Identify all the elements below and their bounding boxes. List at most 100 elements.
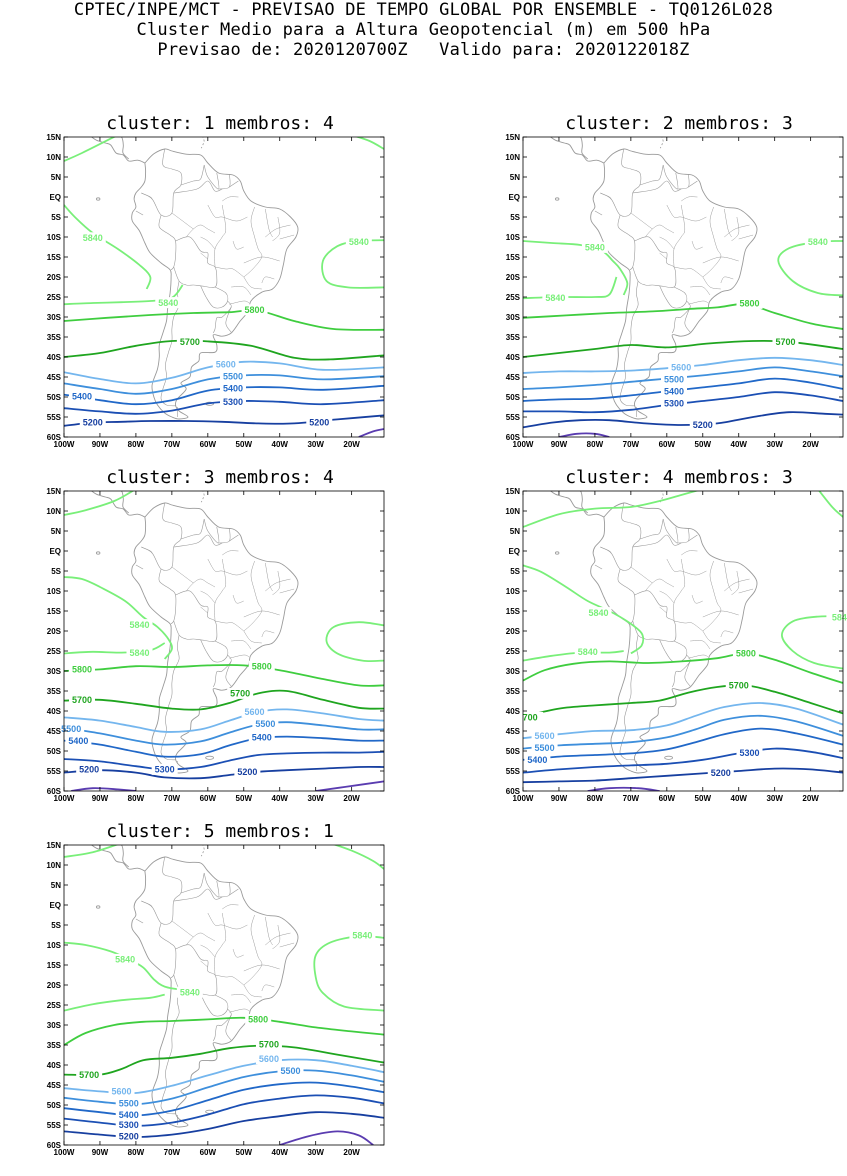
country-border <box>141 148 183 217</box>
x-tick-label: 40W <box>731 440 748 449</box>
state-border <box>659 606 667 614</box>
y-tick-label: 30S <box>506 667 521 676</box>
y-tick-label: 35S <box>47 687 62 696</box>
state-border <box>229 300 250 305</box>
y-tick-label: 10N <box>505 507 520 516</box>
x-tick-label: 50W <box>236 440 253 449</box>
state-border <box>272 216 281 242</box>
y-tick-label: 15S <box>506 607 521 616</box>
y-tick-label: 15N <box>46 487 61 496</box>
state-border <box>243 560 263 632</box>
antilles-islands <box>200 845 205 857</box>
state-border <box>231 286 252 296</box>
contour-label-5300: 5300 <box>664 399 684 409</box>
y-tick-label: 25S <box>506 647 521 656</box>
contour-label-bg <box>732 647 759 659</box>
state-border <box>731 216 740 242</box>
y-tick-label: 45S <box>506 727 521 736</box>
y-tick-label: 15S <box>47 961 62 970</box>
country-border <box>135 210 144 216</box>
contour-label-bg <box>248 660 275 672</box>
country-border <box>600 192 612 200</box>
contour-5300 <box>64 1094 384 1127</box>
x-tick-label: 60W <box>200 440 217 449</box>
contour-label-bg <box>155 297 182 309</box>
contour-label-5400: 5400 <box>252 733 272 743</box>
state-border <box>200 944 216 958</box>
country-border <box>671 654 691 688</box>
contour-label-bg <box>234 766 261 778</box>
contour-5300 <box>523 747 843 774</box>
contour-5840 <box>780 615 843 670</box>
contour-5840 <box>64 284 184 306</box>
antilles-islands <box>200 137 205 149</box>
contour-label-5600: 5600 <box>216 359 236 369</box>
country-border <box>135 918 144 924</box>
state-border <box>681 550 698 556</box>
panel-title: cluster: 4 membros: 3 <box>565 467 793 488</box>
contour-label-5300: 5300 <box>740 748 760 758</box>
country-border <box>173 888 223 902</box>
y-tick-label: 5N <box>510 527 520 536</box>
y-tick-label: 40S <box>47 707 62 716</box>
state-border <box>207 204 248 222</box>
contour-5400 <box>523 727 843 761</box>
country-border <box>141 546 153 554</box>
contour-label-5200: 5200 <box>119 1131 139 1141</box>
map-plot: 5840 5840 5840 5800 5700 5600 5500 5400 5300 5200… <box>505 133 844 449</box>
y-tick-label: EQ <box>508 193 520 202</box>
y-tick-label: 35S <box>506 687 521 696</box>
state-border <box>265 208 273 238</box>
state-border <box>690 640 711 650</box>
x-tick-label: 100W <box>513 794 534 803</box>
x-tick-label: 40W <box>272 794 289 803</box>
contour-label-5400: 5400 <box>68 736 88 746</box>
country-border <box>180 872 205 894</box>
contour-label-bg <box>76 763 103 775</box>
contour-5500 <box>64 373 384 395</box>
x-tick-label: 70W <box>164 1148 181 1157</box>
contour-label-5700: 5700 <box>230 689 250 699</box>
header-line-3: Previsao de: 2020120700Z Valido para: 20… <box>157 40 690 60</box>
contour-label-bg <box>517 711 544 723</box>
cluster-panel-2: cluster: 2 membros: 3 5840 5840 5840 5800 57… <box>479 113 847 449</box>
map-plot: 5840 5840 584 5800 5700 700 5600 5500 5400 5300 52… <box>505 487 847 803</box>
state-border <box>200 590 216 604</box>
contour-label-bg <box>219 370 246 382</box>
y-tick-label: 25S <box>506 293 521 302</box>
state-border <box>265 224 291 238</box>
contour-5840 <box>523 240 629 296</box>
y-tick-label: 45S <box>47 727 62 736</box>
panel-title: cluster: 5 membros: 1 <box>106 821 334 842</box>
contour-5100 <box>358 428 384 437</box>
contour-5100 <box>279 1130 374 1145</box>
galapagos-islands <box>95 905 101 909</box>
state-border <box>200 236 216 250</box>
contour-label-5800: 5800 <box>248 1015 268 1025</box>
x-tick-label: 20W <box>343 440 360 449</box>
country-border <box>225 306 232 333</box>
y-tick-label: 5N <box>51 173 61 182</box>
x-tick-label: 50W <box>236 1148 253 1157</box>
state-border <box>738 588 754 594</box>
state-border <box>738 234 754 240</box>
x-tick-label: 20W <box>802 440 819 449</box>
y-tick-label: 10N <box>46 861 61 870</box>
x-tick-label: 60W <box>200 1148 217 1157</box>
country-border <box>229 180 239 188</box>
contour-5100 <box>71 787 136 791</box>
state-border <box>232 948 244 958</box>
x-tick-label: 70W <box>164 440 181 449</box>
plot-frame <box>63 136 385 438</box>
contour-label-5600: 5600 <box>112 1087 132 1097</box>
contour-label-5600: 5600 <box>671 363 691 373</box>
central-america-coastline <box>90 137 146 164</box>
map-plot: 5840 5840 5800 5800 5700 5700 5600 5500 5500 5400… <box>46 487 385 803</box>
contour-5100 <box>587 786 660 791</box>
country-border <box>158 214 177 271</box>
contour-5840 <box>313 935 384 1012</box>
y-tick-label: 25S <box>47 293 62 302</box>
contour-5400 <box>64 735 384 758</box>
state-border <box>231 640 252 650</box>
country-border <box>594 210 603 216</box>
